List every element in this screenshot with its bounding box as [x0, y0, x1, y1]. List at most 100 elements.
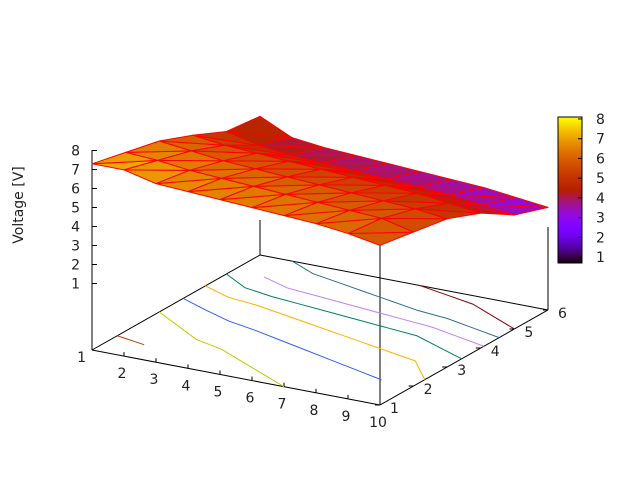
y-tick-label: 4: [491, 344, 500, 360]
colorbar: 1 2 3 4 5 6 7 8: [557, 112, 605, 266]
colorbar-swatch: [558, 205, 582, 207]
colorbar-swatch: [558, 168, 582, 170]
colorbar-swatch: [558, 120, 582, 122]
colorbar-swatch: [558, 161, 582, 163]
colorbar-swatch: [558, 145, 582, 147]
colorbar-swatch: [558, 175, 582, 177]
colorbar-swatch: [558, 244, 582, 246]
surface-facet: [158, 134, 226, 146]
colorbar-tick-label: 1: [596, 250, 605, 266]
colorbar-swatch: [558, 195, 582, 197]
colorbar-swatch: [558, 246, 582, 248]
colorbar-swatch: [558, 196, 582, 198]
colorbar-swatch: [558, 119, 582, 121]
colorbar-swatch: [558, 247, 582, 249]
colorbar-swatch: [558, 216, 582, 218]
surface-facet: [224, 144, 291, 156]
x-axis-line: [91, 349, 381, 406]
colorbar-swatch: [558, 132, 582, 134]
colorbar-swatch: [558, 211, 582, 213]
surface-facet: [318, 176, 386, 186]
colorbar-swatch: [558, 125, 582, 127]
colorbar-swatch: [558, 174, 582, 176]
colorbar-swatch: [558, 156, 582, 158]
colorbar-tick-label: 8: [596, 112, 605, 128]
colorbar-swatch: [558, 240, 582, 242]
colorbar-swatch: [558, 170, 582, 172]
colorbar-swatch: [558, 218, 582, 220]
colorbar-tick-label: 3: [596, 211, 605, 227]
colorbar-swatch: [558, 243, 582, 245]
base-edge-left: [91, 254, 261, 351]
contour-line: [419, 285, 515, 330]
surface-facet: [125, 140, 192, 153]
colorbar-swatch: [558, 182, 582, 184]
z-tick-label: 4: [71, 220, 80, 236]
x-tick-label: 10: [369, 415, 387, 431]
colorbar-swatch: [558, 121, 582, 123]
surface-facet: [385, 171, 453, 181]
colorbar-swatch: [558, 189, 582, 191]
colorbar-swatch: [558, 133, 582, 135]
surface-facet: [189, 160, 256, 171]
colorbar-swatch: [558, 159, 582, 161]
colorbar-swatch: [558, 166, 582, 168]
z-tick-label: 6: [71, 182, 80, 198]
contour-lines: [117, 260, 515, 388]
surface-facet: [288, 160, 355, 172]
colorbar-swatch: [558, 149, 582, 151]
y-tick-label: 6: [558, 306, 567, 322]
colorbar-swatch: [558, 169, 582, 171]
colorbar-swatch: [558, 222, 582, 224]
contour-line: [263, 276, 485, 347]
surface-facet: [221, 168, 288, 179]
colorbar-swatch: [558, 236, 582, 238]
colorbar-swatch: [558, 220, 582, 222]
surface-facet: [350, 184, 418, 194]
colorbar-swatch: [558, 200, 582, 202]
contour-line: [226, 273, 462, 360]
colorbar-swatch: [558, 136, 582, 138]
colorbar-swatch: [558, 206, 582, 208]
colorbar-swatch: [558, 251, 582, 253]
base-edge-back: [259, 254, 549, 311]
colorbar-swatch: [558, 242, 582, 244]
surface-facet: [187, 177, 255, 193]
colorbar-swatch: [558, 187, 582, 189]
surface-facet: [320, 168, 387, 180]
colorbar-swatch: [558, 139, 582, 141]
colorbar-swatch: [558, 201, 582, 203]
colorbar-swatch: [558, 258, 582, 260]
colorbar-swatch: [558, 130, 582, 132]
surface-facet: [91, 151, 159, 165]
colorbar-tick-label: 6: [596, 151, 605, 167]
x-tick-label: 5: [214, 384, 223, 400]
surface-facet: [192, 131, 259, 146]
colorbar-swatch: [558, 127, 582, 129]
colorbar-swatch: [558, 229, 582, 231]
colorbar-swatch: [558, 257, 582, 259]
contour-line: [291, 260, 500, 339]
surface-facet: [317, 192, 384, 203]
colorbar-swatch: [558, 231, 582, 233]
colorbar-swatch: [558, 143, 582, 145]
colorbar-swatch: [558, 259, 582, 261]
surface-facet: [315, 209, 383, 225]
colorbar-swatch: [558, 225, 582, 227]
colorbar-swatch: [558, 142, 582, 144]
colorbar-swatch: [558, 238, 582, 240]
colorbar-swatch: [558, 153, 582, 155]
surface-facet: [289, 147, 357, 157]
colorbar-swatch: [558, 235, 582, 237]
surface-facet: [256, 152, 323, 164]
surface-facet: [416, 192, 483, 206]
x-tick-label: 1: [77, 350, 86, 366]
x-tick-label: 6: [246, 391, 255, 407]
surface-facet: [353, 163, 421, 173]
colorbar-swatch: [558, 260, 582, 262]
colorbar-swatch: [558, 234, 582, 236]
x-tick-label: 2: [118, 366, 127, 382]
colorbar-swatch: [558, 122, 582, 124]
colorbar-swatch: [558, 248, 582, 250]
